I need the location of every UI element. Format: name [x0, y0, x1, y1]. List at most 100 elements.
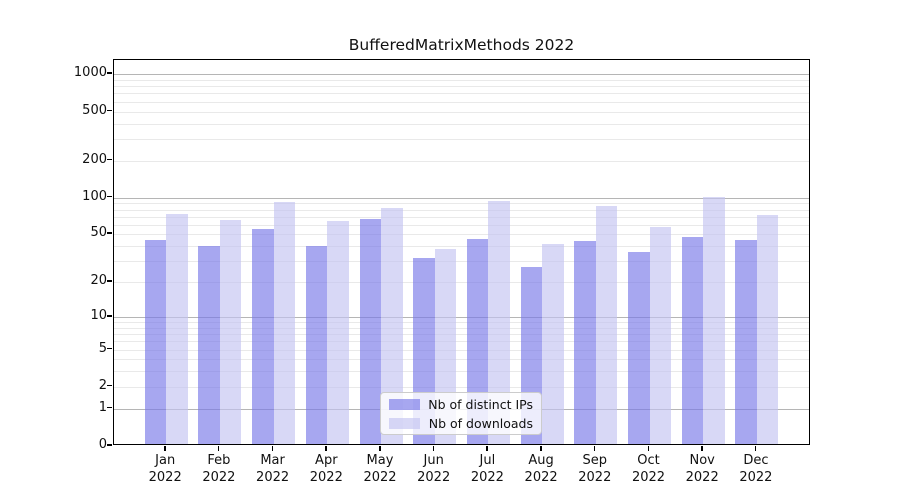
y-tick-label: 5	[98, 340, 107, 356]
x-tick-mark	[647, 446, 650, 451]
minor-gridline	[114, 79, 809, 81]
x-tick-mark	[593, 446, 596, 451]
bar-downloads	[756, 215, 779, 444]
x-tick-mark	[540, 446, 542, 451]
x-tick-label: Mar 2022	[243, 452, 303, 486]
bar-distinct-ips	[628, 251, 650, 444]
x-tick-mark	[754, 446, 757, 451]
year-label: 2022	[202, 470, 236, 485]
x-tick-mark	[217, 446, 220, 451]
x-tick-label: Nov 2022	[672, 452, 732, 486]
y-tick-mark	[107, 72, 112, 74]
y-tick-mark	[107, 232, 112, 235]
x-tick-label: Jun 2022	[404, 452, 464, 486]
year-label: 2022	[470, 470, 504, 485]
minor-gridline	[114, 111, 809, 113]
x-tick-mark	[486, 446, 488, 451]
bar-downloads	[649, 226, 671, 444]
bar-downloads	[327, 220, 349, 444]
minor-gridline	[114, 160, 809, 162]
y-tick-mark	[107, 384, 112, 387]
major-gridline	[114, 197, 809, 199]
bar-downloads	[273, 202, 296, 444]
minor-gridline	[114, 203, 809, 205]
bar-distinct-ips	[305, 246, 328, 444]
bar-distinct-ips	[681, 236, 704, 444]
minor-gridline	[114, 371, 809, 373]
minor-gridline	[114, 209, 809, 211]
y-tick-mark	[107, 406, 112, 409]
bar-downloads	[542, 243, 564, 444]
bar-downloads	[166, 214, 188, 444]
y-tick-label: 0	[98, 437, 107, 452]
month-label: May	[366, 453, 394, 468]
x-tick-label: Apr 2022	[296, 452, 356, 486]
minor-gridline	[114, 86, 809, 88]
minor-gridline	[114, 327, 809, 329]
year-label: 2022	[363, 470, 397, 485]
y-tick-mark	[107, 444, 112, 446]
month-label: Mar	[260, 453, 285, 468]
month-label: Aug	[528, 453, 554, 468]
month-label: Dec	[743, 453, 769, 468]
year-label: 2022	[148, 470, 182, 485]
y-tick-label: 200	[82, 151, 107, 167]
minor-gridline	[114, 386, 809, 388]
bar-distinct-ips	[574, 241, 596, 444]
month-label: Jan	[155, 453, 176, 468]
bar-distinct-ips	[144, 240, 167, 444]
month-label: Jul	[479, 453, 496, 468]
major-gridline	[114, 316, 809, 318]
y-tick-mark	[107, 347, 112, 350]
y-tick-mark	[107, 195, 112, 198]
minor-gridline	[114, 334, 809, 336]
y-tick-label: 1000	[73, 65, 107, 81]
distinct-ips-swatch	[389, 398, 420, 410]
y-tick-label: 500	[82, 102, 107, 118]
y-tick-label: 2	[98, 377, 107, 393]
y-tick-label: 10	[90, 307, 107, 323]
bar-downloads	[703, 197, 725, 444]
legend: Nb of distinct IPs Nb of downloads	[380, 392, 542, 435]
year-label: 2022	[309, 470, 343, 485]
x-tick-label: Aug 2022	[511, 452, 571, 486]
x-tick-label: Jan 2022	[135, 452, 195, 486]
month-label: Oct	[637, 453, 660, 468]
bar-downloads	[595, 206, 618, 444]
x-tick-label: Oct 2022	[619, 452, 679, 486]
year-label: 2022	[631, 470, 666, 485]
minor-gridline	[114, 322, 809, 324]
y-tick-mark	[107, 109, 112, 112]
month-label: Nov	[689, 453, 715, 468]
legend-entry-downloads: Nb of downloads	[389, 416, 533, 431]
x-tick-mark	[271, 446, 274, 451]
x-tick-mark	[701, 446, 703, 451]
x-tick-mark	[164, 446, 166, 451]
year-label: 2022	[739, 470, 773, 485]
year-label: 2022	[256, 470, 290, 485]
minor-gridline	[114, 246, 809, 248]
month-label: Sep	[582, 453, 608, 468]
bar-distinct-ips	[735, 240, 757, 444]
minor-gridline	[114, 261, 809, 263]
year-label: 2022	[578, 470, 612, 485]
bar-distinct-ips	[198, 246, 220, 444]
minor-gridline	[114, 349, 809, 351]
minor-gridline	[114, 101, 809, 103]
y-tick-mark	[107, 158, 112, 161]
x-tick-mark	[325, 446, 327, 451]
major-gridline	[114, 74, 809, 76]
month-label: Apr	[315, 453, 338, 468]
minor-gridline	[114, 359, 809, 361]
y-tick-label: 20	[90, 273, 107, 289]
bar-downloads	[219, 219, 242, 444]
minor-gridline	[114, 224, 809, 226]
x-tick-mark	[432, 446, 435, 451]
minor-gridline	[114, 123, 809, 125]
chart-title: BufferedMatrixMethods 2022	[348, 36, 575, 54]
y-tick-mark	[107, 280, 112, 282]
bar-downloads	[488, 201, 510, 444]
legend-label-distinct-ips: Nb of distinct IPs	[428, 396, 533, 412]
minor-gridline	[114, 341, 809, 343]
